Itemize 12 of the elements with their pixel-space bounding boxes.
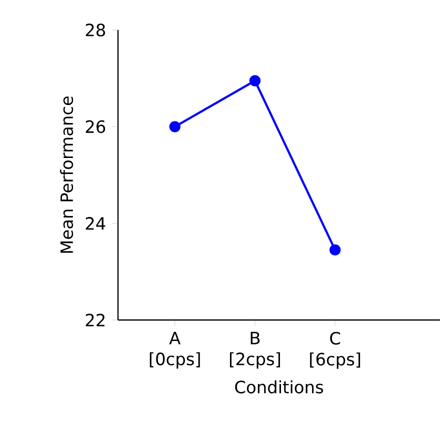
y-tick-label: 22 [86,314,104,326]
y-tick-label: 26 [86,120,106,134]
y-tick-label: 24 [86,217,106,230]
x-tick-label: B [2cps] [230,332,280,369]
point [329,244,341,256]
x-tick-label: A [0cps] [150,332,200,369]
y-axis-title: Mean Performance [60,96,74,253]
point [249,75,261,86]
x-tick-label: C [6cps] [310,332,360,369]
x-axis-title: Conditions [235,380,324,394]
point [169,121,180,132]
y-tick-label: 28 [86,24,106,36]
